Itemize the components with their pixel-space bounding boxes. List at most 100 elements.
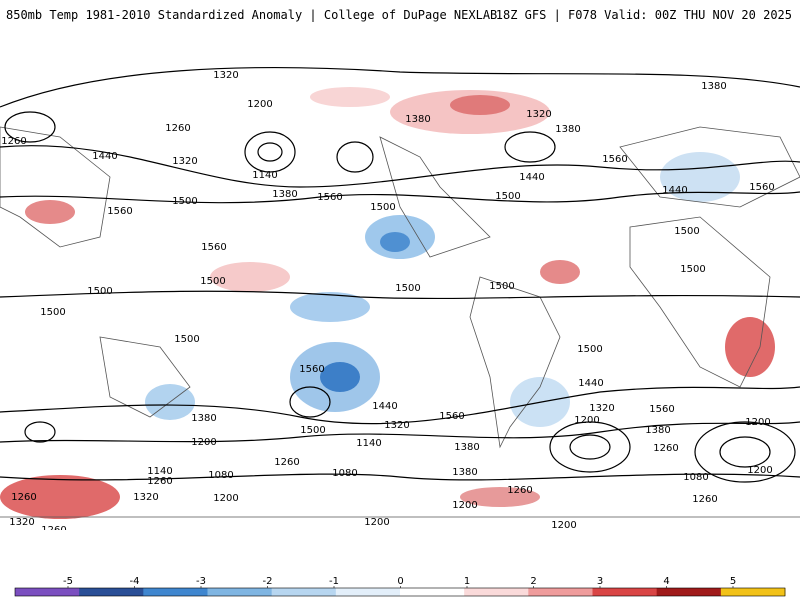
contour-label: 1380 <box>454 442 479 453</box>
contour-label: 1260 <box>1 136 26 147</box>
header: 850mb Temp 1981-2010 Standardized Anomal… <box>0 0 800 30</box>
colorbar-tick-label: -2 <box>263 576 273 587</box>
coast-eurasia <box>619 126 800 208</box>
contour-line <box>0 290 800 300</box>
colorbar-swatch <box>143 588 208 596</box>
contour-label: 1500 <box>300 425 325 436</box>
contour-label: 1260 <box>11 492 36 503</box>
contour-label: 1200 <box>247 99 272 110</box>
contour-label: 1140 <box>356 438 381 449</box>
contour-label: 1200 <box>452 500 477 511</box>
contour-label: 1440 <box>519 172 544 183</box>
anomaly-cold-south-pacific-core <box>320 362 360 392</box>
contour-label: 1140 <box>147 466 172 477</box>
colorbar: -5 -4 -3 -2 -1 0 1 2 3 4 5 <box>0 570 800 600</box>
colorbar-tick-label: 2 <box>530 576 536 587</box>
contour-label: 1500 <box>200 276 225 287</box>
colorbar-swatch <box>592 588 658 596</box>
contour-line <box>0 145 800 188</box>
colorbar-swatch <box>207 588 273 596</box>
contour-line <box>0 191 800 204</box>
anomaly-warm-atlantic <box>540 260 580 284</box>
contour-label: 1500 <box>495 191 520 202</box>
coastlines <box>0 126 800 518</box>
contour-label: 1320 <box>133 492 158 503</box>
contour-label: 1380 <box>452 467 477 478</box>
colorbar-swatches <box>14 587 786 597</box>
contour-label: 1560 <box>107 206 132 217</box>
anomaly-warm-pacific <box>210 262 290 292</box>
coast-south-america <box>469 276 561 449</box>
anomaly-cold-europe <box>660 152 740 202</box>
contour-label: 1500 <box>577 344 602 355</box>
coast-australia <box>99 336 191 418</box>
contour-label: 1380 <box>645 425 670 436</box>
contour-label: 1200 <box>747 465 772 476</box>
contour-label: 1080 <box>208 470 233 481</box>
contour-label: 1080 <box>332 468 357 479</box>
anomaly-warm-siberia-core <box>450 95 510 115</box>
anomaly-cold-pacific <box>290 292 370 322</box>
colorbar-tick-label: 4 <box>663 576 669 587</box>
contour-label: 1200 <box>551 520 576 530</box>
contour-label: 1260 <box>653 443 678 454</box>
contour-label: 1500 <box>395 283 420 294</box>
coast-africa <box>629 216 771 388</box>
coast-north-america <box>379 136 491 258</box>
contour-label: 1440 <box>92 151 117 162</box>
contour-labels: 1320 1380 1200 1260 1440 1320 1260 1140 … <box>1 70 774 530</box>
height-contours <box>0 66 800 483</box>
contour-label: 1140 <box>252 170 277 181</box>
contour-label: 1200 <box>574 415 599 426</box>
anomaly-warm-southern-ocean <box>0 475 120 519</box>
contour-label: 1200 <box>213 493 238 504</box>
colorbar-svg: -5 -4 -3 -2 -1 0 1 2 3 4 5 <box>14 576 786 597</box>
contour-line <box>0 66 800 108</box>
contour-label: 1440 <box>578 378 603 389</box>
contour-label: 1320 <box>9 517 34 528</box>
contour-low-south-atlantic <box>549 421 631 473</box>
colorbar-swatch <box>15 588 80 596</box>
contour-line <box>0 386 800 425</box>
contour-label: 1320 <box>526 109 551 120</box>
colorbar-tick-label: 3 <box>597 576 603 587</box>
contour-low-hudson <box>504 131 556 163</box>
contour-label: 1500 <box>674 226 699 237</box>
contour-low-southern <box>24 421 56 443</box>
contour-label: 1560 <box>317 192 342 203</box>
contour-low-north-pacific <box>244 131 296 173</box>
contour-label: 1560 <box>439 411 464 422</box>
contour-label: 1500 <box>172 196 197 207</box>
contour-label: 1440 <box>372 401 397 412</box>
contour-low-siberia <box>4 111 56 143</box>
contour-line <box>0 473 800 481</box>
colorbar-swatch <box>656 588 722 596</box>
anomaly-warm-arctic <box>310 87 390 107</box>
contour-label: 1260 <box>692 494 717 505</box>
map-panel[interactable]: 1320 1380 1200 1260 1440 1320 1260 1140 … <box>0 47 800 530</box>
contour-low-north-pacific-inner <box>257 142 283 162</box>
contour-label: 1380 <box>555 124 580 135</box>
colorbar-tick-label: -3 <box>196 576 206 587</box>
contour-label: 1560 <box>602 154 627 165</box>
coast-asia <box>0 126 111 248</box>
contour-low-south-atlantic-inner <box>569 434 611 460</box>
anomaly-map[interactable]: 1320 1380 1200 1260 1440 1320 1260 1140 … <box>0 47 800 530</box>
contour-label: 1500 <box>87 286 112 297</box>
contour-label: 1320 <box>172 156 197 167</box>
contour-label: 1260 <box>41 525 66 530</box>
colorbar-tick-label: -4 <box>130 576 140 587</box>
colorbar-swatch <box>79 588 144 596</box>
colorbar-swatch <box>271 588 337 596</box>
contour-label: 1560 <box>749 182 774 193</box>
contour-label: 1380 <box>405 114 430 125</box>
contour-label: 1440 <box>662 185 687 196</box>
contour-label: 1380 <box>272 189 297 200</box>
contour-low-alaska <box>336 141 374 173</box>
contour-label: 1320 <box>589 403 614 414</box>
contour-label: 1320 <box>384 420 409 431</box>
contour-label: 1500 <box>489 281 514 292</box>
contour-low-south-pacific <box>289 386 331 418</box>
colorbar-swatch <box>464 588 529 596</box>
colorbar-swatch <box>720 588 786 596</box>
